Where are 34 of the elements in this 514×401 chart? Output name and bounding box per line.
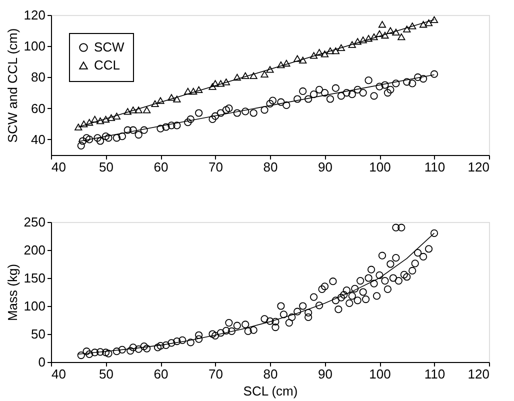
y-tick-label: 60 <box>31 100 46 116</box>
x-tick-label: 40 <box>52 160 66 174</box>
y-tick-label: 40 <box>31 132 46 147</box>
x-tick-label: 70 <box>208 160 223 174</box>
x-tick-label: 120 <box>468 160 490 174</box>
x-tick-label: 50 <box>99 366 114 382</box>
x-tick-label: 90 <box>318 160 332 174</box>
y-axis-title: Mass (kg) <box>4 264 20 322</box>
y-axis-title: SCW and CCL (cm) <box>4 28 20 143</box>
x-tick-label: 60 <box>154 160 168 174</box>
x-tick-label: 50 <box>99 160 114 174</box>
y-tick-label: 250 <box>24 214 46 230</box>
legend-label: SCW <box>94 40 126 54</box>
legend-label: CCL <box>94 58 120 72</box>
x-tick-label: 110 <box>424 160 446 174</box>
x-tick-label: 60 <box>154 366 168 382</box>
x-tick-label: 40 <box>52 366 66 382</box>
x-tick-label: 90 <box>318 366 332 382</box>
x-tick-label: 70 <box>208 366 223 382</box>
y-tick-label: 120 <box>24 8 46 22</box>
x-tick-label: 80 <box>263 366 278 382</box>
y-tick-label: 80 <box>31 70 46 85</box>
y-tick-label: 200 <box>24 242 46 258</box>
x-tick-label: 120 <box>468 366 490 382</box>
x-tick-label: 100 <box>369 366 391 382</box>
y-tick-label: 50 <box>31 326 46 342</box>
x-tick-label: 100 <box>369 160 391 174</box>
x-tick-label: 110 <box>424 366 446 382</box>
y-tick-label: 150 <box>24 270 46 286</box>
y-tick-label: 0 <box>38 354 46 370</box>
x-axis-title: SCL (cm) <box>243 384 298 398</box>
x-tick-label: 80 <box>263 160 278 174</box>
y-tick-label: 100 <box>24 38 46 54</box>
y-tick-label: 100 <box>24 298 46 314</box>
